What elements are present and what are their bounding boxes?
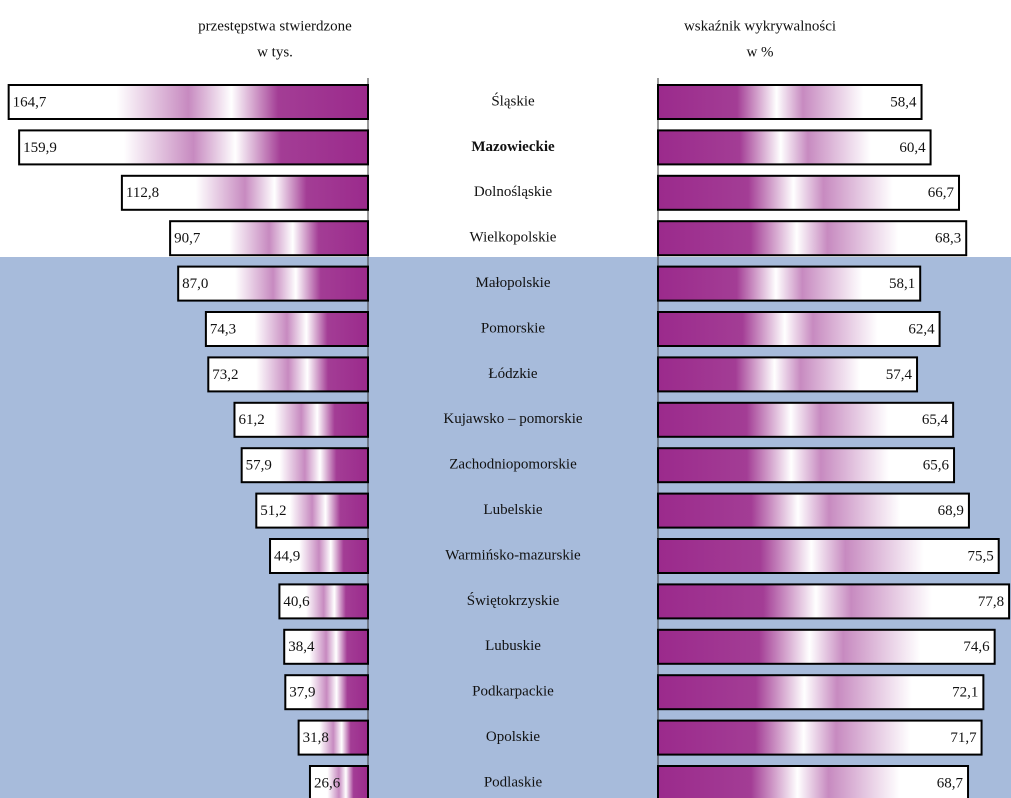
bar (657, 628, 996, 665)
value-label: 159,9 (23, 140, 57, 156)
category-label: Warmińsko-mazurskie (445, 547, 581, 563)
value-label: 75,5 (967, 548, 993, 564)
bar (120, 174, 369, 211)
value-label: 71,7 (950, 730, 977, 746)
category-label: Pomorskie (481, 320, 546, 336)
category-label: Mazowieckie (471, 139, 555, 155)
bar (278, 583, 369, 620)
category-label: Łódzkie (488, 366, 537, 382)
bar (284, 674, 369, 711)
category-label: Dolnośląskie (474, 184, 553, 200)
value-label: 72,1 (952, 685, 978, 701)
bar (657, 311, 941, 347)
bar (657, 674, 985, 711)
value-label: 68,3 (935, 231, 961, 247)
bar (169, 220, 369, 257)
bar (657, 765, 970, 798)
right-subtitle: w % (746, 44, 773, 60)
category-label: Lubelskie (483, 502, 542, 518)
bar (657, 129, 932, 166)
value-label: 112,8 (126, 185, 159, 201)
bar (657, 356, 919, 393)
bar (233, 401, 369, 438)
category-label: Zachodniopomorskie (449, 457, 577, 473)
value-label: 65,6 (923, 458, 950, 474)
category-label: Małopolskie (476, 275, 551, 291)
bar (657, 492, 970, 529)
bar (657, 84, 923, 120)
value-label: 58,1 (889, 276, 915, 292)
category-label: Kujawsko – pomorskie (443, 411, 582, 427)
value-label: 51,2 (260, 503, 286, 519)
left-subtitle: w tys. (257, 44, 293, 60)
value-label: 68,9 (938, 503, 964, 519)
value-label: 68,7 (937, 775, 964, 791)
value-label: 57,9 (246, 458, 272, 474)
bar (255, 492, 370, 529)
left-title: przestępstwa stwierdzone (198, 18, 352, 34)
value-label: 73,2 (212, 367, 238, 383)
bar (657, 265, 922, 302)
category-label: Śląskie (491, 92, 535, 109)
bar (657, 447, 956, 484)
value-label: 65,4 (922, 412, 949, 428)
bar (308, 765, 369, 798)
bar (283, 628, 369, 665)
bar (657, 401, 955, 438)
value-label: 77,8 (978, 594, 1004, 610)
bar (657, 583, 1011, 620)
value-label: 74,6 (963, 639, 990, 655)
value-label: 58,4 (890, 94, 917, 110)
value-label: 164,7 (13, 94, 47, 110)
bar (177, 265, 369, 302)
bar (18, 129, 370, 166)
value-label: 90,7 (174, 231, 201, 247)
bar (204, 311, 369, 347)
category-label: Lubuskie (485, 638, 541, 654)
value-label: 87,0 (182, 276, 208, 292)
value-label: 31,8 (303, 730, 329, 746)
bar (240, 447, 369, 484)
value-label: 57,4 (886, 367, 913, 383)
bar (7, 84, 370, 120)
value-label: 40,6 (283, 594, 310, 610)
bar (657, 220, 968, 257)
bar (657, 174, 961, 211)
value-label: 66,7 (928, 185, 955, 201)
right-title: wskaźnik wykrywalności (684, 18, 836, 34)
value-label: 60,4 (899, 140, 926, 156)
category-label: Podlaskie (484, 774, 543, 790)
bar (657, 538, 1000, 574)
bar (657, 719, 983, 756)
bar (207, 356, 369, 393)
bar (269, 538, 370, 574)
value-label: 37,9 (289, 685, 315, 701)
value-label: 61,2 (238, 412, 264, 428)
value-label: 26,6 (314, 775, 341, 791)
value-label: 38,4 (288, 639, 315, 655)
value-label: 62,4 (908, 321, 935, 337)
value-label: 74,3 (210, 321, 236, 337)
bar (297, 719, 370, 756)
category-label: Wielkopolskie (470, 230, 557, 246)
category-label: Świętokrzyskie (467, 592, 560, 609)
value-label: 44,9 (274, 548, 300, 564)
category-label: Podkarpackie (472, 684, 554, 700)
category-label: Opolskie (486, 729, 541, 745)
